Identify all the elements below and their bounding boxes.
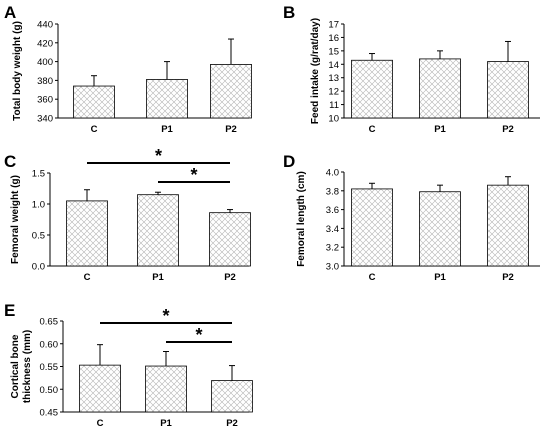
bar (137, 194, 179, 267)
bar (211, 380, 253, 413)
bar (146, 79, 188, 119)
category-label: P2 (224, 272, 236, 283)
bar (351, 188, 393, 267)
panel-e: E 0.45 0.50 0.55 0.60 0.65 Cortical bonethickn… (4, 301, 253, 429)
y-tick-label: 0.0 (32, 262, 45, 273)
significance-star: * (195, 325, 202, 345)
y-axis-label: Feed intake (g/rat/day) (310, 18, 321, 124)
y-tick-label: 0.60 (40, 339, 59, 350)
category-label: P1 (161, 124, 173, 135)
y-tick-label: 13 (328, 73, 339, 84)
y-tick-label: 420 (37, 38, 53, 49)
y-axis-label: Femoral weight (g) (10, 175, 21, 264)
panel-letter: B (283, 3, 295, 22)
y-tick-label: 15 (328, 46, 339, 57)
panel-d: D 3.0 3.2 3.4 3.6 3.8 4.0 Femoral length (cm) C P… (283, 152, 540, 283)
panel-letter: E (4, 301, 15, 320)
panel-a: A 340 360 380 400 420 440 Total body weight (g)… (4, 3, 252, 135)
category-label: P1 (160, 418, 172, 429)
bar (419, 58, 461, 119)
y-tick-label: 11 (329, 100, 339, 111)
category-label: P2 (502, 272, 514, 283)
panel-letter: C (4, 152, 16, 171)
bar (79, 364, 121, 413)
significance-star: * (155, 146, 162, 166)
y-tick-label: 10 (328, 114, 339, 125)
y-tick-label: 0.45 (40, 408, 59, 419)
bar (487, 184, 529, 267)
panel-letter: A (4, 3, 16, 22)
y-tick-label: 440 (37, 20, 53, 31)
category-label: P1 (434, 272, 446, 283)
y-axis-label: Cortical bonethickness (mm) (10, 330, 33, 403)
bar (145, 365, 187, 413)
category-label: P1 (434, 124, 446, 135)
y-tick-label: 14 (328, 60, 339, 71)
y-tick-label: 0.55 (40, 362, 59, 373)
category-label: P2 (226, 418, 238, 429)
y-tick-label: 400 (37, 57, 53, 68)
y-axis-label: Total body weight (g) (12, 21, 23, 121)
bar (66, 200, 108, 267)
y-tick-label: 340 (37, 114, 53, 125)
category-label: C (84, 272, 91, 283)
y-axis-label-line: thickness (mm) (22, 330, 33, 403)
category-label: C (369, 272, 376, 283)
bar (210, 64, 252, 119)
category-label: C (97, 418, 104, 429)
y-tick-label: 3.0 (326, 262, 339, 273)
category-label: P1 (152, 272, 164, 283)
y-tick-label: 3.8 (326, 186, 339, 197)
category-label: C (369, 124, 376, 135)
significance-star: * (162, 306, 169, 326)
y-tick-label: 16 (328, 33, 339, 44)
significance-star: * (190, 165, 197, 185)
panel-c: C 0.0 0.5 1.0 1.5 Femoral weight (g) C P1 P2 * * (4, 146, 251, 283)
y-tick-label: 17 (328, 20, 339, 31)
panel-letter: D (283, 152, 295, 171)
bar (209, 212, 251, 267)
y-tick-label: 1.0 (32, 200, 45, 211)
y-tick-label: 360 (37, 95, 53, 106)
y-tick-label: 0.65 (40, 317, 59, 328)
y-tick-label: 12 (328, 87, 339, 98)
y-tick-label: 3.2 (326, 243, 339, 254)
panel-b: B 10 11 12 13 14 15 16 17 Feed intake (g/rat/day)… (283, 3, 540, 135)
category-label: P2 (502, 124, 514, 135)
bar (73, 85, 115, 119)
y-tick-label: 380 (37, 76, 53, 87)
y-axis-label: Femoral length (cm) (296, 171, 307, 267)
bar (487, 61, 529, 119)
y-tick-label: 1.5 (32, 169, 45, 180)
category-label: C (91, 124, 98, 135)
y-tick-label: 0.50 (40, 385, 59, 396)
category-label: P2 (225, 124, 237, 135)
bar (419, 191, 461, 267)
y-tick-label: 3.4 (326, 224, 339, 235)
y-axis-label-line: Cortical bone (10, 334, 21, 398)
bar (351, 59, 393, 119)
y-tick-label: 4.0 (326, 168, 339, 179)
y-tick-label: 0.5 (32, 231, 45, 242)
y-tick-label: 3.6 (326, 205, 339, 216)
